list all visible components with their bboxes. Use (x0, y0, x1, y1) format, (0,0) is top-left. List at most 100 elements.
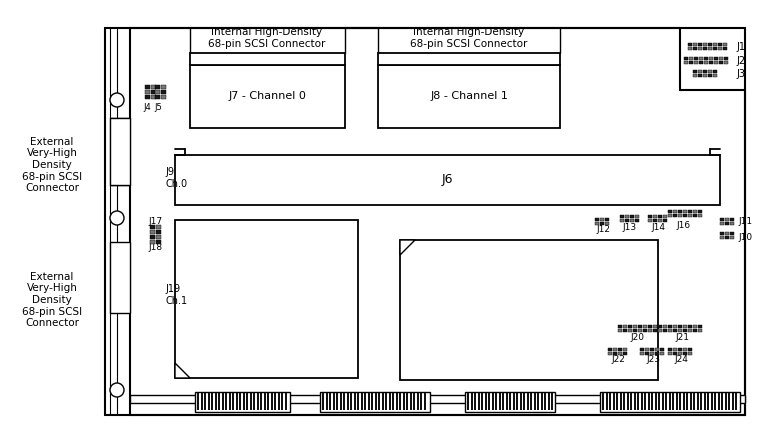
Bar (382, 393, 383, 410)
Bar (704, 57, 708, 60)
Bar (150, 240, 155, 244)
Bar (474, 393, 476, 410)
Bar (481, 393, 483, 410)
Text: J23: J23 (646, 355, 660, 365)
Circle shape (110, 383, 124, 397)
Bar (417, 393, 418, 410)
Bar (658, 215, 662, 218)
Bar (730, 218, 734, 221)
Bar (605, 218, 609, 221)
Bar (600, 392, 740, 412)
Bar (150, 235, 155, 239)
Bar (641, 393, 643, 410)
Bar (645, 348, 649, 351)
Bar (606, 393, 607, 410)
Bar (634, 393, 635, 410)
Bar (378, 53, 560, 65)
Bar (242, 393, 244, 410)
Bar (155, 95, 160, 99)
Bar (161, 85, 166, 89)
Bar (222, 393, 223, 410)
Bar (110, 242, 130, 313)
Bar (516, 393, 518, 410)
Bar (257, 393, 259, 410)
Bar (150, 225, 155, 229)
Bar (663, 215, 667, 218)
Bar (197, 393, 199, 410)
Text: J7 - Channel 0: J7 - Channel 0 (228, 91, 306, 101)
Bar (663, 219, 667, 222)
Bar (156, 225, 161, 229)
Bar (246, 393, 248, 410)
Bar (145, 95, 150, 99)
Bar (608, 348, 612, 351)
Bar (471, 393, 473, 410)
Bar (161, 95, 166, 99)
Bar (693, 43, 697, 46)
Bar (648, 329, 652, 332)
Bar (151, 95, 156, 99)
Bar (682, 393, 685, 410)
Bar (630, 219, 634, 222)
Text: J4: J4 (143, 103, 151, 112)
Bar (658, 219, 662, 222)
Bar (260, 393, 262, 410)
Circle shape (110, 93, 124, 107)
Bar (693, 325, 697, 328)
Text: J11: J11 (738, 217, 752, 226)
Bar (697, 393, 698, 410)
Bar (673, 329, 677, 332)
Bar (161, 90, 166, 94)
Bar (698, 210, 702, 213)
Bar (650, 348, 654, 351)
Bar (218, 393, 220, 410)
Bar (703, 43, 707, 46)
Bar (512, 393, 515, 410)
Bar (683, 325, 687, 328)
Bar (595, 222, 599, 225)
Bar (406, 393, 408, 410)
Bar (678, 329, 682, 332)
Bar (374, 393, 376, 410)
Bar (718, 43, 722, 46)
Bar (648, 325, 652, 328)
Bar (534, 393, 536, 410)
Bar (644, 393, 646, 410)
Bar (720, 218, 724, 221)
Bar (678, 214, 682, 217)
Bar (484, 393, 487, 410)
Text: J8 - Channel 1: J8 - Channel 1 (430, 91, 508, 101)
Bar (700, 393, 702, 410)
Bar (625, 215, 629, 218)
Bar (653, 325, 657, 328)
Bar (623, 393, 625, 410)
Bar (654, 393, 657, 410)
Bar (488, 393, 490, 410)
Bar (668, 214, 672, 217)
Bar (354, 393, 355, 410)
Text: External
Very-High
Density
68-pin SCSI
Connector: External Very-High Density 68-pin SCSI C… (22, 272, 82, 328)
Bar (551, 393, 553, 410)
Bar (175, 155, 720, 205)
Bar (713, 43, 717, 46)
Bar (679, 393, 681, 410)
Bar (662, 393, 663, 410)
Bar (683, 329, 687, 332)
Bar (332, 393, 335, 410)
Bar (698, 47, 702, 50)
Bar (651, 393, 653, 410)
Bar (602, 393, 604, 410)
Bar (678, 352, 682, 355)
Bar (703, 74, 707, 77)
Bar (688, 43, 692, 46)
Bar (698, 70, 702, 73)
Text: J13: J13 (623, 223, 637, 233)
Bar (655, 352, 659, 355)
Bar (698, 43, 702, 46)
Bar (628, 329, 632, 332)
Bar (693, 329, 697, 332)
Bar (630, 215, 634, 218)
Bar (623, 325, 627, 328)
Bar (211, 393, 213, 410)
Bar (730, 232, 734, 235)
